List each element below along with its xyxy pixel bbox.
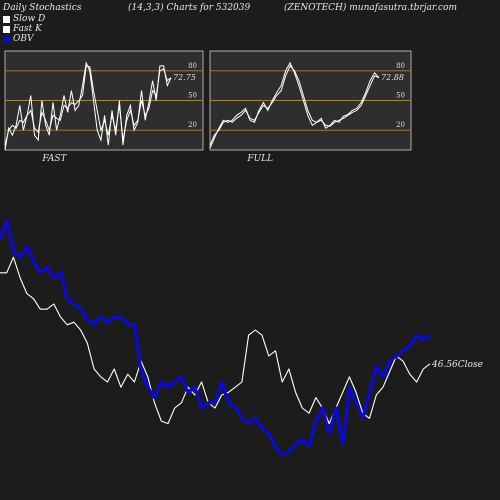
full-stochastic-panel: 20 50 80 72.88 FULL bbox=[209, 50, 412, 164]
obv-line bbox=[0, 219, 431, 457]
price-line bbox=[0, 256, 431, 425]
legend-swatch-slow-d bbox=[3, 15, 10, 23]
legend-item-fast-k: Fast K bbox=[3, 24, 42, 34]
legend-item-obv: OBV bbox=[3, 34, 34, 44]
legend-label-obv: OBV bbox=[13, 34, 34, 44]
header-left: Daily Stochastics bbox=[3, 3, 82, 13]
full-series-1-line bbox=[209, 61, 380, 149]
fast-last-value-label: 72.75 bbox=[173, 73, 196, 82]
legend-item-slow-d: Slow D bbox=[3, 14, 45, 24]
full-tick-label-80: 80 bbox=[396, 62, 405, 70]
legend-swatch-obv bbox=[3, 35, 10, 43]
fast-tick-label-50: 50 bbox=[188, 92, 197, 100]
fast-title: FAST bbox=[41, 154, 67, 164]
legend-swatch-fast-k bbox=[3, 25, 10, 33]
fast-stochastic-panel: 20 50 80 72.75 FAST bbox=[4, 50, 204, 164]
header-center: (14,3,3) Charts for 532039 bbox=[128, 3, 251, 13]
close-value-label: 46.56Close bbox=[431, 360, 483, 370]
legend-label-fast-k: Fast K bbox=[13, 24, 42, 34]
header-right: (ZENOTECH) munafasutra.tbrjar.com bbox=[284, 3, 458, 13]
fast-series-1-line bbox=[4, 61, 172, 151]
fast-tick-label-20: 20 bbox=[188, 121, 197, 129]
fast-tick-label-80: 80 bbox=[188, 62, 197, 70]
full-title: FULL bbox=[246, 154, 273, 164]
full-series-0-line bbox=[209, 64, 380, 146]
full-tick-label-50: 50 bbox=[396, 92, 405, 100]
legend-label-slow-d: Slow D bbox=[13, 14, 46, 24]
price-obv-panel: 46.56Close bbox=[0, 219, 483, 457]
full-tick-label-20: 20 bbox=[396, 121, 405, 129]
full-last-value-label: 72.88 bbox=[381, 73, 404, 82]
